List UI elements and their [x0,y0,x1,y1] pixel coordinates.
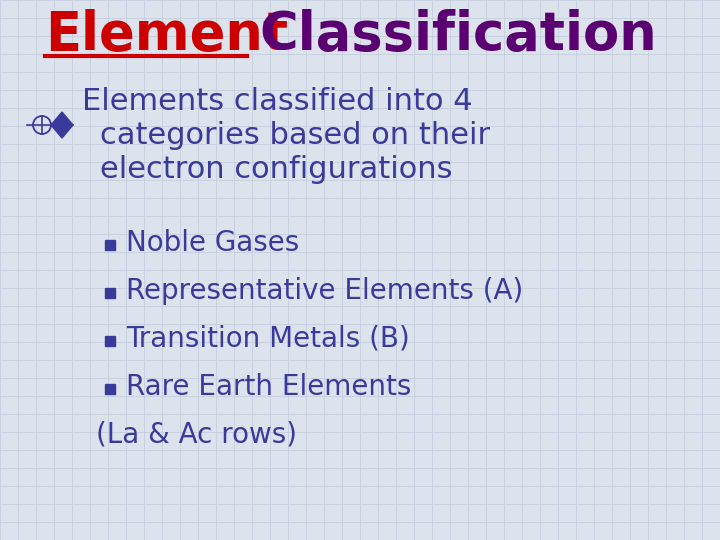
Bar [105,384,115,394]
Polygon shape [51,112,73,138]
Text: electron configurations: electron configurations [100,155,452,184]
Bar [105,288,115,298]
Text: Classification: Classification [259,9,657,61]
Text: Noble Gases: Noble Gases [126,229,300,257]
Bar [105,240,115,250]
Text: (La & Ac rows): (La & Ac rows) [96,421,297,449]
Text: Elements classified into 4: Elements classified into 4 [82,87,472,116]
Text: Element: Element [45,9,288,61]
Text: Representative Elements (A): Representative Elements (A) [126,277,523,305]
Text: Rare Earth Elements: Rare Earth Elements [126,373,411,401]
Text: categories based on their: categories based on their [100,121,490,150]
Text: Transition Metals (B): Transition Metals (B) [126,325,410,353]
Bar [105,336,115,346]
